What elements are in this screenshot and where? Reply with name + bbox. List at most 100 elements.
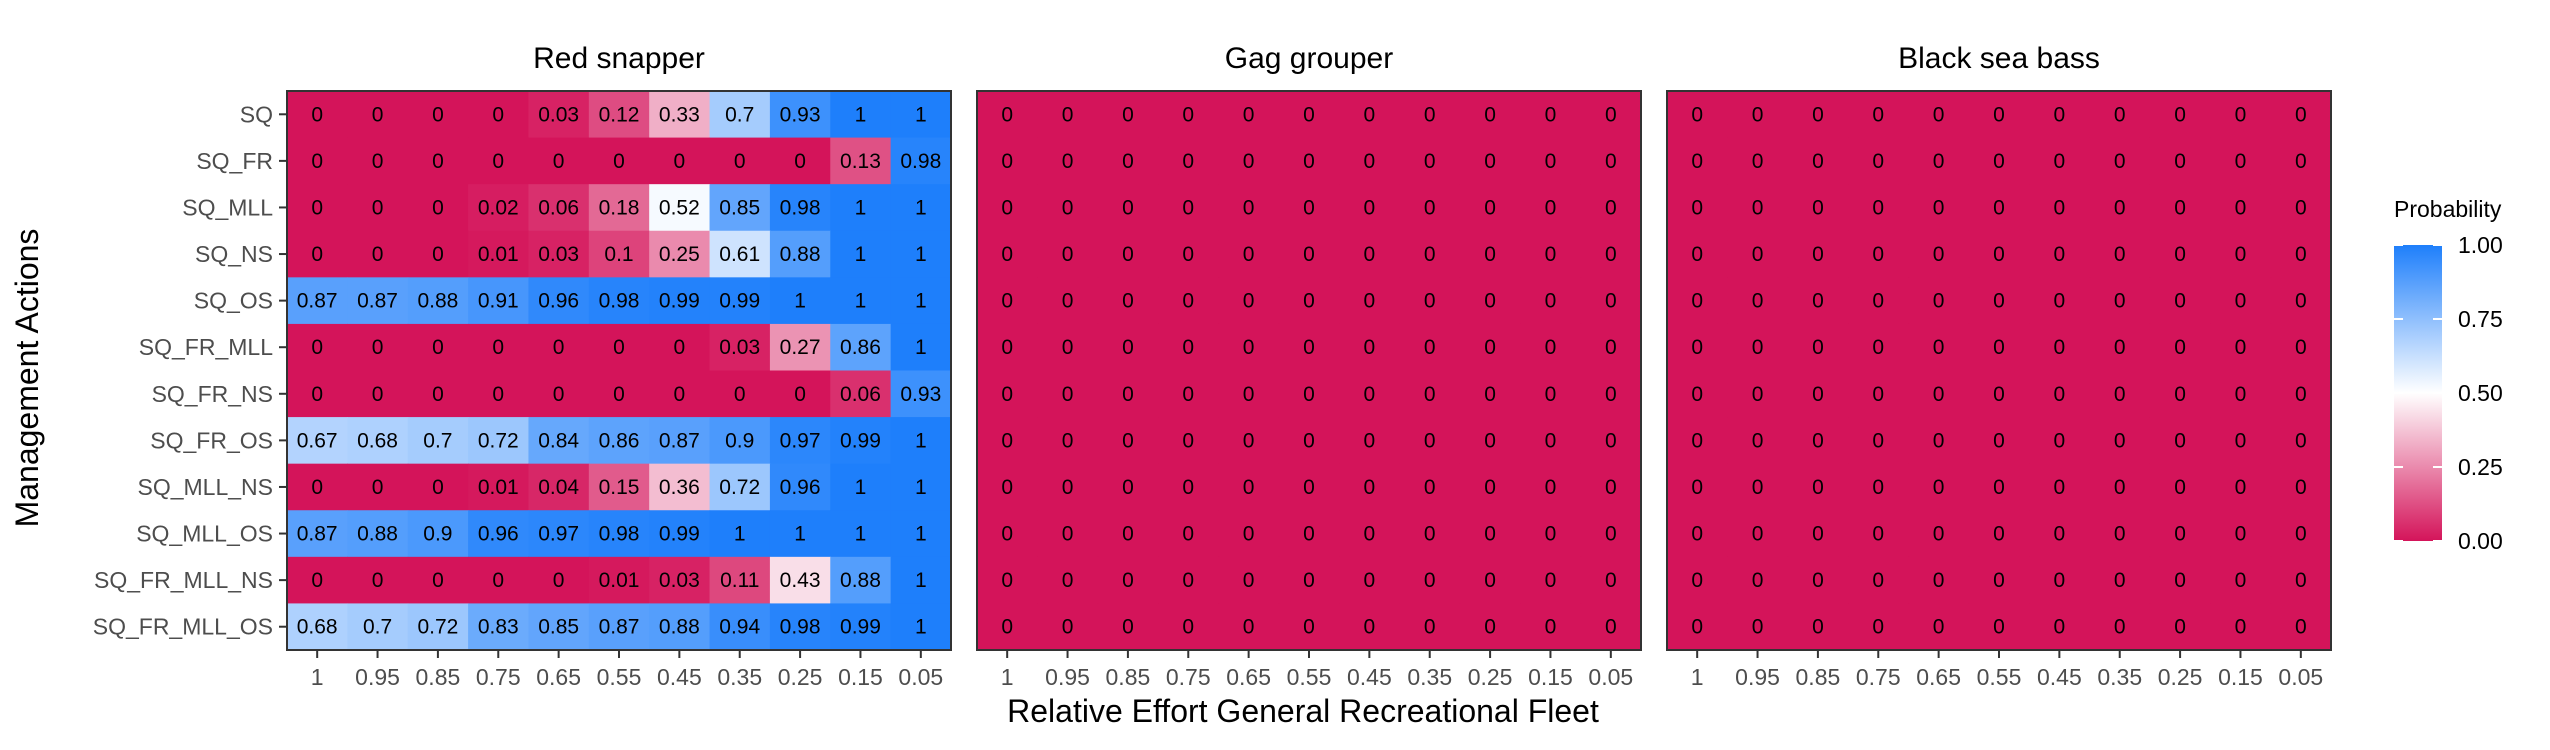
heatmap-cell bbox=[2270, 510, 2332, 558]
cell-label: 0 bbox=[2114, 103, 2126, 126]
heatmap-cell bbox=[1218, 91, 1280, 139]
cell-label: 0 bbox=[1424, 569, 1436, 592]
heatmap-cell bbox=[1667, 370, 1728, 418]
cell-label: 0 bbox=[1001, 569, 1013, 592]
cell-label: 0 bbox=[311, 196, 323, 219]
heatmap-cell bbox=[1037, 603, 1099, 651]
heatmap-cell bbox=[1158, 230, 1220, 278]
cell-label: 0 bbox=[1364, 523, 1376, 546]
heatmap-cell bbox=[1908, 230, 1970, 278]
heatmap-cell bbox=[1399, 370, 1461, 418]
heatmap-cell bbox=[1339, 510, 1401, 558]
heatmap-cell bbox=[1459, 91, 1521, 139]
heatmap-cell bbox=[1908, 184, 1970, 232]
heatmap-cell bbox=[1968, 91, 2030, 139]
heatmap-cell bbox=[407, 184, 469, 232]
heatmap-cell bbox=[347, 230, 409, 278]
cell-label: 0.01 bbox=[478, 476, 519, 499]
heatmap-cell bbox=[977, 184, 1038, 232]
heatmap-cell bbox=[468, 230, 530, 278]
heatmap-cell bbox=[1218, 603, 1280, 651]
cell-label: 1 bbox=[794, 290, 806, 313]
heatmap-cell bbox=[830, 463, 892, 511]
heatmap-cell bbox=[1727, 230, 1789, 278]
heatmap-cell bbox=[287, 417, 348, 465]
heatmap-cell bbox=[1848, 277, 1910, 325]
cell-label: 0 bbox=[2295, 243, 2307, 266]
cell-label: 0 bbox=[1484, 616, 1496, 639]
heatmap-cell bbox=[1908, 463, 1970, 511]
cell-label: 0.03 bbox=[538, 243, 579, 266]
heatmap-cell bbox=[347, 137, 409, 185]
cell-label: 0 bbox=[1303, 476, 1315, 499]
cell-label: 0 bbox=[1182, 196, 1194, 219]
heatmap-cell bbox=[709, 417, 771, 465]
heatmap-cell bbox=[709, 230, 771, 278]
heatmap-cell bbox=[528, 230, 590, 278]
cell-label: 0 bbox=[553, 336, 565, 359]
heatmap-cell bbox=[1218, 137, 1280, 185]
heatmap-cell bbox=[1908, 370, 1970, 418]
heatmap-cell bbox=[1459, 277, 1521, 325]
cell-label: 1 bbox=[915, 243, 927, 266]
heatmap-cell bbox=[2029, 184, 2091, 232]
panel-title: Red snapper bbox=[533, 42, 705, 75]
cell-label: 1 bbox=[915, 476, 927, 499]
cell-label: 0 bbox=[1872, 196, 1884, 219]
cell-label: 0 bbox=[2295, 476, 2307, 499]
cell-label: 0 bbox=[1691, 383, 1703, 406]
legend-tick-label: 0.25 bbox=[2458, 454, 2503, 480]
cell-label: 0 bbox=[1812, 476, 1824, 499]
heatmap-cell bbox=[1459, 556, 1521, 605]
heatmap-cell bbox=[1727, 184, 1789, 232]
cell-label: 0 bbox=[492, 569, 504, 592]
heatmap-cell bbox=[1968, 230, 2030, 278]
heatmap-cell bbox=[1037, 91, 1099, 139]
heatmap-cell bbox=[468, 370, 530, 418]
x-tick-label: 0.75 bbox=[1166, 664, 1211, 690]
heatmap-cell bbox=[1787, 137, 1849, 185]
cell-label: 0.01 bbox=[478, 243, 519, 266]
heatmap-cell bbox=[1339, 370, 1401, 418]
cell-label: 0 bbox=[1605, 150, 1617, 173]
y-tick-label: SQ_FR_OS bbox=[150, 427, 273, 453]
y-tick-label: SQ_FR_MLL_OS bbox=[93, 614, 273, 640]
heatmap-cell bbox=[1580, 137, 1642, 185]
cell-label: 0 bbox=[553, 383, 565, 406]
x-tick-label: 0.05 bbox=[2278, 664, 2323, 690]
heatmap-cell bbox=[407, 137, 469, 185]
cell-label: 0 bbox=[2054, 336, 2066, 359]
heatmap-cell bbox=[1399, 277, 1461, 325]
heatmap-cell bbox=[1968, 417, 2030, 465]
heatmap-cell bbox=[1968, 603, 2030, 651]
heatmap-cell bbox=[1278, 137, 1340, 185]
cell-label: 0 bbox=[1752, 383, 1764, 406]
cell-label: 0 bbox=[2295, 150, 2307, 173]
cell-label: 0 bbox=[1484, 523, 1496, 546]
heatmap-cell bbox=[1459, 230, 1521, 278]
heatmap-cell bbox=[1218, 323, 1280, 372]
cell-label: 0 bbox=[1122, 523, 1134, 546]
cell-label: 0 bbox=[1243, 429, 1255, 452]
cell-label: 0 bbox=[1182, 476, 1194, 499]
cell-label: 0.88 bbox=[840, 569, 881, 592]
heatmap-cell bbox=[2029, 556, 2091, 605]
cell-label: 1 bbox=[855, 523, 867, 546]
cell-label: 0 bbox=[1545, 429, 1557, 452]
cell-label: 0 bbox=[1122, 476, 1134, 499]
heatmap-cell bbox=[1580, 277, 1642, 325]
heatmap-cell bbox=[1968, 463, 2030, 511]
heatmap-cell bbox=[709, 370, 771, 418]
heatmap-cell bbox=[649, 417, 711, 465]
cell-label: 0 bbox=[1812, 103, 1824, 126]
cell-label: 0 bbox=[1364, 243, 1376, 266]
cell-label: 1 bbox=[855, 243, 867, 266]
x-tick-label: 0.55 bbox=[597, 664, 642, 690]
x-tick-label: 0.95 bbox=[1735, 664, 1780, 690]
cell-label: 0 bbox=[1001, 243, 1013, 266]
heatmap-cell bbox=[709, 603, 771, 651]
cell-label: 0 bbox=[311, 383, 323, 406]
heatmap-cell bbox=[407, 463, 469, 511]
cell-label: 0 bbox=[1933, 196, 1945, 219]
heatmap-cell bbox=[890, 417, 952, 465]
